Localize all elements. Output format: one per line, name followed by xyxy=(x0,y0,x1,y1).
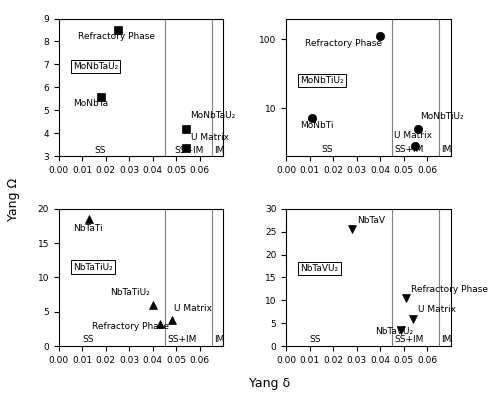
Text: MoNbTi: MoNbTi xyxy=(300,121,334,130)
Text: MoNbTa: MoNbTa xyxy=(73,99,108,108)
Text: Refractory Phase: Refractory Phase xyxy=(92,322,168,331)
Text: IM: IM xyxy=(214,146,224,155)
Text: IM: IM xyxy=(442,145,452,154)
Text: IM: IM xyxy=(442,335,452,343)
Text: SS: SS xyxy=(322,145,333,154)
Text: MoNbTaU₂: MoNbTaU₂ xyxy=(73,62,118,71)
Text: SS+IM: SS+IM xyxy=(394,335,424,343)
Text: NbTaTiU₂: NbTaTiU₂ xyxy=(73,263,112,272)
Text: MoNbTiU₂: MoNbTiU₂ xyxy=(420,112,464,121)
Text: SS+IM: SS+IM xyxy=(174,146,204,155)
Text: U Matrix: U Matrix xyxy=(190,133,228,142)
Text: SS: SS xyxy=(94,146,106,155)
Text: SS+IM: SS+IM xyxy=(167,335,196,343)
Text: SS: SS xyxy=(82,335,94,343)
Text: MoNbTaU₂: MoNbTaU₂ xyxy=(190,111,236,119)
Text: Yang δ: Yang δ xyxy=(250,377,290,390)
Text: NbTaTi: NbTaTi xyxy=(73,224,102,233)
Text: U Matrix: U Matrix xyxy=(394,131,432,140)
Text: U Matrix: U Matrix xyxy=(174,304,212,313)
Text: NbTaVU₂: NbTaVU₂ xyxy=(300,264,339,273)
Text: SS+IM: SS+IM xyxy=(394,145,424,154)
Text: Refractory Phase: Refractory Phase xyxy=(305,39,382,48)
Text: NbTaTiU₂: NbTaTiU₂ xyxy=(110,288,150,297)
Text: Refractory Phase: Refractory Phase xyxy=(78,33,154,41)
Text: Yang Ω: Yang Ω xyxy=(8,178,20,220)
Text: NbTaV: NbTaV xyxy=(356,216,384,225)
Text: MoNbTiU₂: MoNbTiU₂ xyxy=(300,76,344,85)
Text: SS: SS xyxy=(310,335,321,343)
Text: IM: IM xyxy=(214,335,224,343)
Text: NbTaVU₂: NbTaVU₂ xyxy=(376,327,414,336)
Text: U Matrix: U Matrix xyxy=(418,305,456,314)
Text: Refractory Phase: Refractory Phase xyxy=(411,285,488,294)
